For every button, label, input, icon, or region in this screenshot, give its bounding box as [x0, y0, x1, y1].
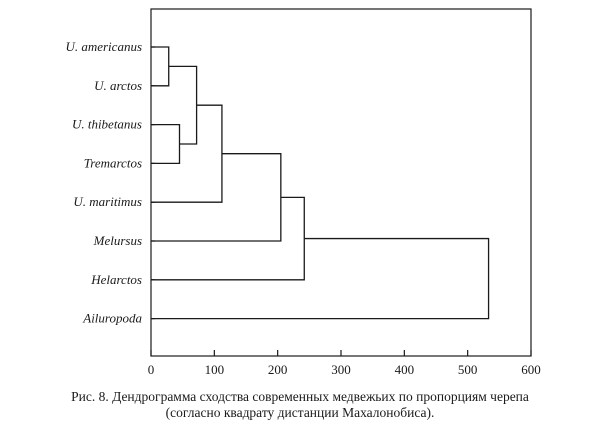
x-tick-label-0: 0: [148, 362, 155, 377]
taxon-label-u-arctos: U. arctos: [94, 78, 142, 93]
taxon-label-u-thibetanus: U. thibetanus: [72, 117, 142, 132]
taxon-label-u-americanus: U. americanus: [65, 39, 142, 54]
taxon-label-ailuropoda: Ailuropoda: [82, 311, 142, 326]
merge-branch-n3: [168, 65, 198, 145]
x-tick-label-300: 300: [331, 362, 351, 377]
x-tick-label-200: 200: [268, 362, 288, 377]
taxon-label-tremarctos: Tremarctos: [84, 155, 142, 170]
merge-branch-n2: [151, 123, 181, 165]
merge-branch-n1: [151, 46, 170, 87]
merge-branch-n7: [151, 237, 490, 320]
x-tick-label-600: 600: [521, 362, 541, 377]
figure-caption-line-1: Рис. 8. Дендрограмма сходства современны…: [71, 389, 529, 404]
taxon-label-helarctos: Helarctos: [90, 272, 142, 287]
taxon-labels: U. americanus U. arctos U. thibetanus Trema…: [65, 39, 155, 326]
x-tick-label-100: 100: [205, 362, 225, 377]
dendrogram-branches: [151, 46, 490, 320]
x-tick-label-400: 400: [395, 362, 415, 377]
merge-branch-n5: [151, 153, 282, 242]
taxon-label-u-maritimus: U. maritimus: [73, 194, 142, 209]
merge-branch-n4: [151, 104, 223, 203]
taxon-label-melursus: Melursus: [93, 233, 142, 248]
figure-caption-line-2: (согласно квадрату дистанции Махалонобис…: [165, 405, 435, 420]
x-tick-label-500: 500: [458, 362, 478, 377]
x-axis-ticks: 0 100 200 300 400 500 600: [148, 350, 541, 377]
plot-frame: [150, 8, 532, 357]
